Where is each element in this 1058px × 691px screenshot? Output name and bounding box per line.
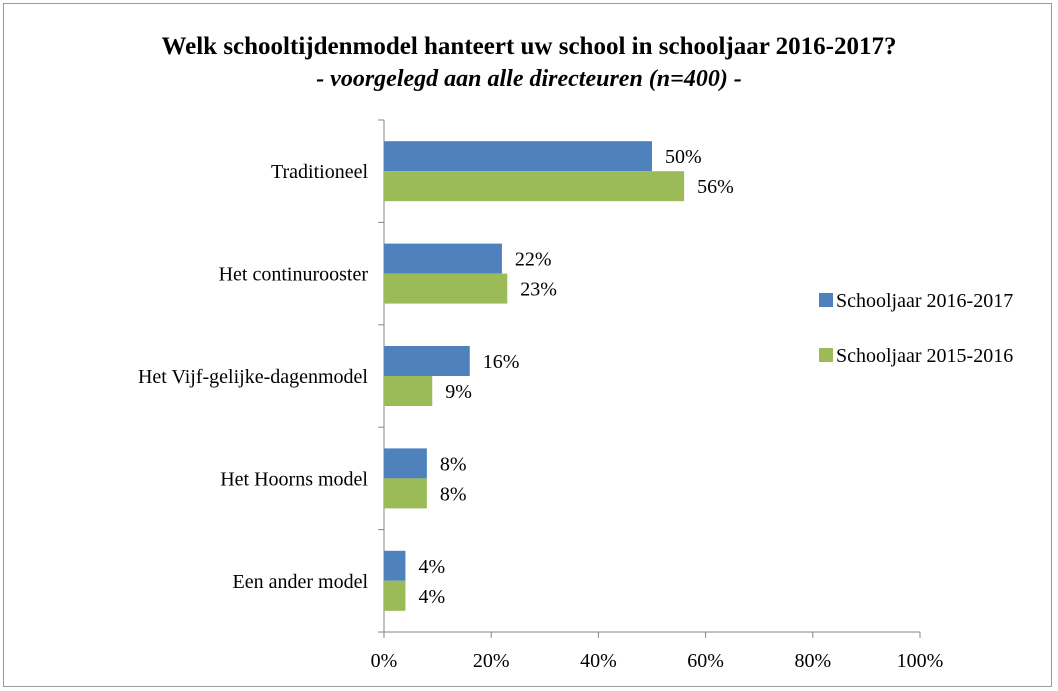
legend-swatch [819, 348, 833, 362]
data-label: 4% [418, 556, 445, 578]
x-tick-label: 80% [794, 650, 831, 672]
x-tick-label: 100% [897, 650, 944, 672]
bar [384, 448, 427, 479]
x-tick-label: 60% [687, 650, 724, 672]
category-label: Het continurooster [219, 264, 369, 286]
bar [384, 376, 433, 406]
bar [384, 273, 508, 304]
category-label: Traditioneel [271, 161, 368, 183]
data-label: 56% [697, 176, 734, 198]
chart-title: Welk schooltijdenmodel hanteert uw schoo… [161, 33, 897, 60]
chart-subtitle: - voorgelegd aan alle directeuren (n=400… [316, 66, 742, 92]
legend-label: Schooljaar 2016-2017 [836, 290, 1013, 312]
bar [384, 243, 502, 274]
x-tick-label: 40% [580, 650, 617, 672]
bar [384, 580, 406, 611]
chart-frame [3, 3, 1052, 687]
data-label: 23% [520, 279, 557, 301]
bar [384, 478, 427, 509]
category-label: Het Hoorns model [220, 468, 368, 490]
category-label: Het Vijf-gelijke-dagenmodel [138, 366, 368, 388]
data-label: 4% [418, 586, 445, 608]
data-label: 9% [445, 381, 472, 403]
category-label: Een ander model [233, 571, 369, 593]
legend-label: Schooljaar 2015-2016 [836, 345, 1013, 367]
bar [384, 141, 652, 172]
legend-swatch [819, 293, 833, 307]
data-label: 8% [440, 483, 467, 505]
x-tick-label: 0% [371, 650, 398, 672]
data-label: 16% [483, 351, 520, 373]
bar [384, 346, 470, 376]
data-label: 50% [665, 146, 702, 168]
data-label: 22% [515, 249, 552, 271]
data-label: 8% [440, 453, 467, 475]
bar [384, 171, 685, 202]
x-tick-label: 20% [473, 650, 510, 672]
bar [384, 550, 406, 581]
